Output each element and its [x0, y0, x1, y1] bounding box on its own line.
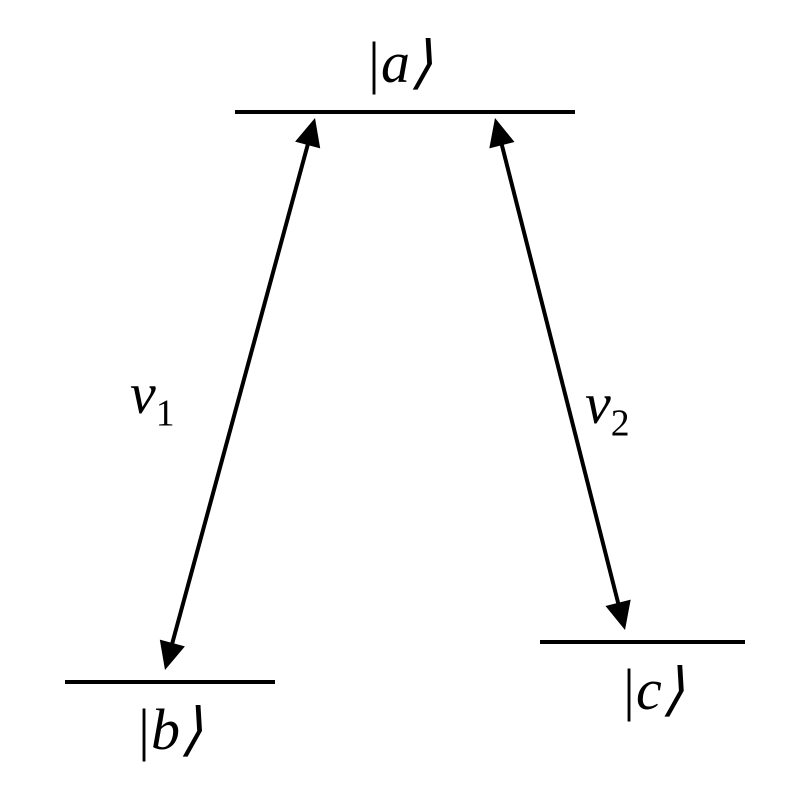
- transition-nu1-label: ν1: [130, 360, 175, 436]
- ket-close: ⟩: [662, 657, 685, 722]
- ket-open: |: [365, 30, 381, 95]
- nu-subscript: 2: [611, 403, 630, 445]
- transition-nu2-label: ν2: [585, 370, 630, 446]
- level-a-label: |a⟩: [365, 28, 433, 96]
- ket-close: ⟩: [410, 30, 433, 95]
- transition-nu2-arrow: [455, 78, 665, 670]
- nu-symbol: ν: [130, 361, 156, 426]
- nu-symbol: ν: [585, 371, 611, 436]
- nu-subscript: 1: [156, 393, 175, 435]
- ket-symbol: a: [381, 30, 410, 95]
